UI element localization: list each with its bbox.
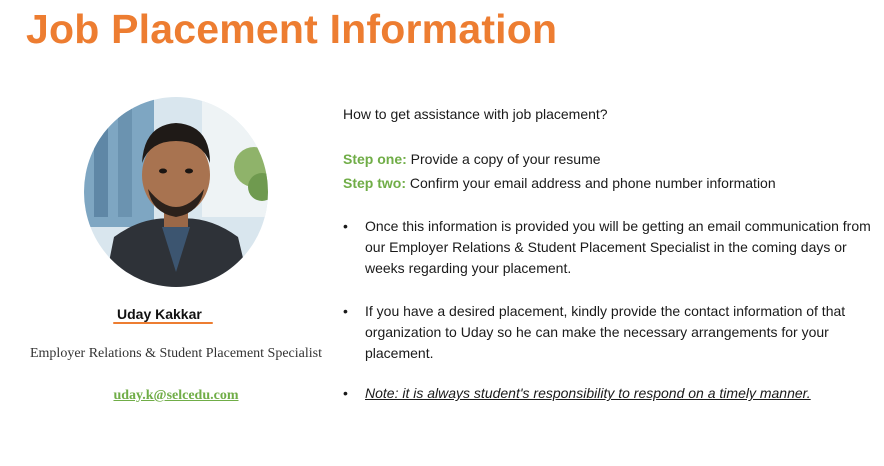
step-two-text: Confirm your email address and phone num… [406,175,776,191]
contact-role: Employer Relations & Student Placement S… [29,346,322,361]
step-two: Step two: Confirm your email address and… [343,175,776,191]
step-two-label: Step two: [343,175,406,191]
bullet-icon: • [343,385,348,401]
profile-photo [84,97,268,287]
contact-name: Uday Kakkar [117,306,202,322]
bullet-text: Once this information is provided you wi… [365,218,871,276]
bullet-icon: • [343,303,348,319]
contact-email-link[interactable]: uday.k@selcedu.com [113,388,239,403]
step-one: Step one: Provide a copy of your resume [343,151,601,167]
name-underline [113,322,213,324]
page-title: Job Placement Information [26,6,558,52]
note-text: Note: it is always student's responsibil… [365,385,811,401]
step-one-text: Provide a copy of your resume [406,151,601,167]
step-one-label: Step one: [343,151,407,167]
bullet-text: If you have a desired placement, kindly … [365,303,846,361]
bullet-icon: • [343,218,348,234]
question-text: How to get assistance with job placement… [343,106,608,122]
